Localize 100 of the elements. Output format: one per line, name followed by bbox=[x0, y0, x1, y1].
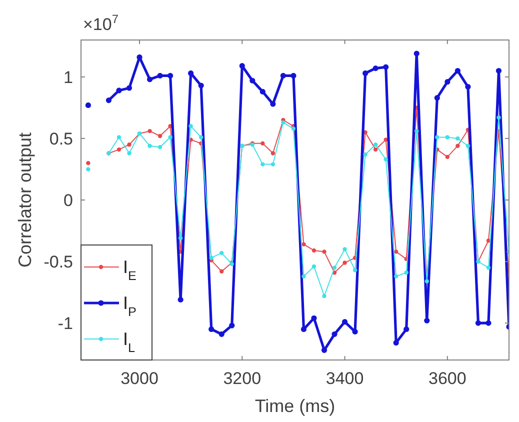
point bbox=[352, 268, 358, 272]
point bbox=[444, 79, 450, 85]
point bbox=[209, 256, 214, 260]
point bbox=[394, 250, 398, 254]
point bbox=[229, 322, 235, 328]
point bbox=[220, 269, 224, 274]
point bbox=[280, 72, 286, 78]
point bbox=[188, 124, 193, 128]
point bbox=[208, 326, 214, 332]
point bbox=[178, 236, 183, 240]
text: ×10$^{7}$ bbox=[83, 12, 119, 34]
point bbox=[322, 294, 326, 298]
point bbox=[157, 72, 163, 78]
point bbox=[342, 260, 347, 265]
point bbox=[167, 72, 174, 78]
point bbox=[116, 88, 122, 94]
point bbox=[342, 319, 348, 325]
point bbox=[424, 318, 430, 324]
point bbox=[332, 331, 338, 337]
point bbox=[178, 296, 184, 302]
point bbox=[414, 50, 420, 56]
point bbox=[465, 84, 471, 90]
point bbox=[260, 141, 265, 146]
point bbox=[383, 64, 389, 70]
point bbox=[220, 250, 224, 256]
point bbox=[373, 147, 378, 152]
point bbox=[270, 162, 276, 166]
point bbox=[424, 279, 429, 284]
point bbox=[127, 142, 132, 147]
point bbox=[435, 135, 440, 140]
point bbox=[486, 320, 492, 326]
point bbox=[126, 85, 132, 91]
point bbox=[445, 135, 450, 140]
point bbox=[218, 331, 224, 337]
legend-label: I$_{P}$ bbox=[123, 293, 136, 319]
point bbox=[456, 136, 460, 141]
x-tick-label: 3200 bbox=[223, 369, 262, 388]
y-axis-title: Correlator output bbox=[15, 132, 35, 268]
x-tick-label: 3600 bbox=[428, 369, 466, 388]
point bbox=[168, 135, 172, 140]
point bbox=[290, 72, 296, 78]
point bbox=[352, 328, 358, 334]
point bbox=[86, 160, 90, 166]
point bbox=[384, 157, 388, 162]
legend-label: I$_{E}$ bbox=[123, 257, 136, 283]
legend-label: I$_{L}$ bbox=[123, 329, 136, 355]
point bbox=[445, 154, 450, 160]
point bbox=[300, 326, 307, 332]
point bbox=[312, 248, 316, 253]
point bbox=[404, 326, 410, 332]
point bbox=[260, 88, 266, 94]
y-tick-label: 0.5 bbox=[49, 129, 73, 148]
point bbox=[148, 128, 152, 134]
point bbox=[373, 142, 378, 147]
point bbox=[434, 95, 440, 101]
point bbox=[496, 115, 501, 120]
y-tick-label: -1 bbox=[58, 314, 73, 334]
point bbox=[281, 120, 286, 125]
point bbox=[466, 144, 470, 148]
point bbox=[362, 70, 368, 76]
x-tick-label: 3400 bbox=[326, 369, 364, 388]
point bbox=[291, 126, 296, 131]
point bbox=[496, 68, 502, 74]
point bbox=[393, 340, 399, 346]
point bbox=[302, 242, 306, 246]
point bbox=[148, 144, 152, 148]
point bbox=[486, 266, 491, 270]
point bbox=[363, 152, 368, 157]
point bbox=[146, 76, 153, 82]
x-axis-title: Time (ms) bbox=[254, 396, 336, 416]
point bbox=[475, 320, 482, 326]
point bbox=[302, 274, 306, 278]
point bbox=[116, 135, 122, 140]
point bbox=[270, 151, 276, 156]
point bbox=[116, 147, 122, 152]
point bbox=[86, 167, 90, 172]
point bbox=[239, 63, 245, 69]
point bbox=[414, 128, 419, 134]
point bbox=[188, 70, 194, 76]
point bbox=[404, 270, 408, 275]
point bbox=[127, 151, 132, 156]
point bbox=[198, 135, 204, 140]
x-tick-label: 3000 bbox=[120, 369, 158, 388]
point bbox=[332, 266, 337, 270]
y-tick-label: 0 bbox=[64, 191, 73, 210]
point bbox=[250, 78, 256, 84]
point bbox=[158, 134, 162, 138]
y-tick-label: -0.5 bbox=[44, 252, 73, 272]
point bbox=[454, 68, 460, 74]
y-tick-label: 1 bbox=[64, 68, 73, 87]
point bbox=[260, 162, 265, 166]
point bbox=[85, 102, 91, 108]
point bbox=[311, 315, 317, 321]
point bbox=[270, 101, 276, 107]
point bbox=[312, 264, 316, 269]
point bbox=[342, 247, 347, 252]
point bbox=[106, 98, 112, 104]
point bbox=[322, 250, 326, 254]
point bbox=[198, 82, 204, 88]
point bbox=[372, 66, 378, 72]
